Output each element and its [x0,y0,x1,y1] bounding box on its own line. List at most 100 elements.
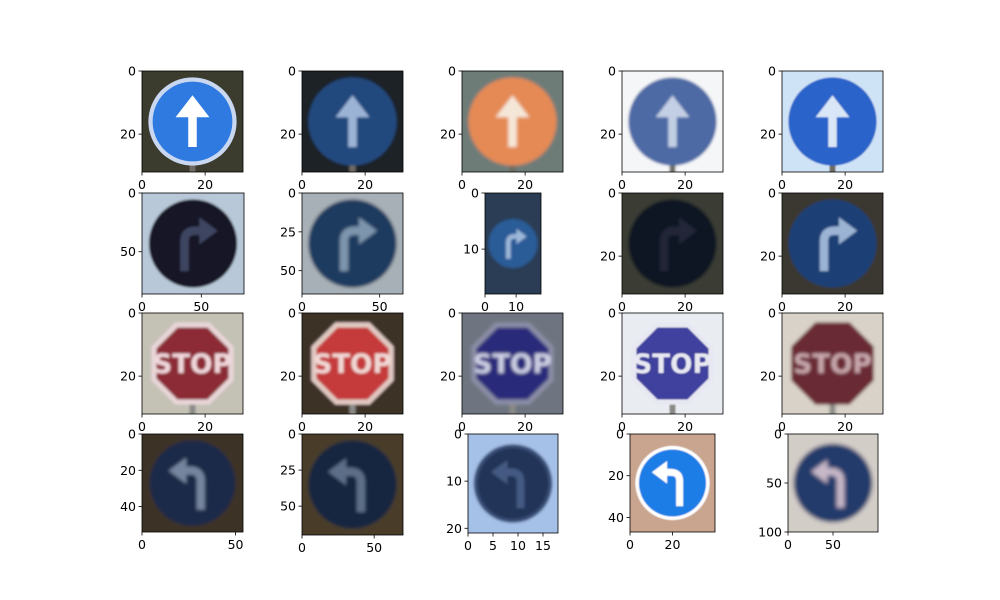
y-tick-label: 0 [768,186,776,201]
x-tick-label: 0 [138,419,146,434]
y-tick-label: 20 [760,249,776,264]
x-tick-label: 0 [626,537,634,552]
axes-frame [484,192,542,295]
arrow-head-icon [815,95,850,118]
sign-image [788,434,878,532]
panel-r0-c4: 0 20 0 20 [760,64,884,192]
panel-r2-c1: STOP 0 20 0 20 [280,306,404,434]
stop-sign-lettering: STOP [793,350,872,380]
stop-sign-octagon [636,327,709,400]
panel-r0-c2: 0 20 0 20 [440,64,564,192]
panel-r3-c4: 0 50 0 50 100 [758,427,879,552]
y-tick-label: 0 [608,186,616,201]
axes-frame [461,312,564,415]
arrow-head-icon [811,459,828,484]
x-tick-label: 50 [825,537,841,552]
x-tick-label: 50 [372,299,388,314]
y-tick-label: 20 [120,463,136,478]
panel-r1-c3: 0 20 0 20 [600,186,724,314]
sign-image [782,193,883,294]
x-tick-label: 50 [366,540,382,555]
sign-image [142,71,243,172]
axes-frame [141,433,244,533]
arrow-head-icon [491,460,508,485]
y-tick-label: 50 [280,263,296,278]
x-tick-label: 0 [458,419,466,434]
axes-frame [621,192,724,295]
y-tick-label: 50 [120,244,136,259]
sign-image [782,71,883,172]
x-tick-label: 20 [517,177,533,192]
panel-r3-c3: 0 20 0 20 40 [608,427,716,552]
x-tick-label: 20 [677,419,693,434]
y-tick-label: 20 [120,127,136,142]
x-tick-label: 50 [228,537,244,552]
stop-sign-octagon [476,327,549,400]
x-tick-label: 0 [481,299,489,314]
sign-image [468,434,558,533]
axes-frame [141,70,244,173]
y-tick-label: 0 [768,64,776,79]
sign-image [142,434,243,532]
arrow-head-icon [175,95,210,118]
x-tick-label: 10 [508,299,524,314]
sign-disc [797,447,869,519]
arrow-head-icon [651,460,668,484]
x-tick-label: 20 [665,537,681,552]
x-tick-label: 0 [138,537,146,552]
sign-disc [632,203,713,284]
y-tick-label: 0 [128,186,136,201]
y-tick-label: 25 [280,224,296,239]
axes-frame [621,312,724,415]
x-tick-label: 15 [535,538,551,553]
sign-image: STOP [462,313,563,414]
x-tick-label: 0 [618,299,626,314]
y-tick-label: 0 [288,306,296,321]
panel-r0-c3: 0 20 0 20 [600,64,724,192]
stop-sign-lettering: STOP [313,350,392,380]
y-tick-label: 0 [288,64,296,79]
x-tick-label: 0 [298,419,306,434]
panel-r2-c0: STOP 0 20 0 20 [120,306,244,434]
arrow-head-icon [678,217,698,245]
y-tick-label: 50 [766,476,782,491]
axes-frame [781,70,884,173]
sign-image [485,193,541,294]
x-tick-label: 20 [837,177,853,192]
arrow-head-icon [495,95,530,118]
stop-sign-octagon [316,327,389,400]
x-tick-label: 0 [618,419,626,434]
y-tick-label: 20 [446,521,462,536]
panel-r0-c0: 0 20 0 20 [120,64,244,192]
arrow-right-icon [505,234,518,259]
axes-frame [301,312,404,415]
x-tick-label: 0 [458,177,466,192]
y-tick-label: 0 [608,64,616,79]
x-tick-label: 0 [778,299,786,314]
y-tick-label: 0 [288,427,296,442]
sign-image [622,193,723,294]
y-tick-label: 0 [128,427,136,442]
sign-image [630,434,715,532]
sign-disc [312,444,393,525]
y-tick-label: 0 [128,64,136,79]
y-tick-label: 20 [600,127,616,142]
x-tick-label: 20 [517,419,533,434]
panel-r0-c1: 0 20 0 20 [280,64,404,192]
y-tick-label: 40 [608,510,624,525]
y-tick-label: 20 [600,369,616,384]
sign-image [302,434,403,535]
y-tick-label: 100 [758,525,782,540]
x-tick-label: 0 [778,419,786,434]
y-tick-label: 25 [280,463,296,478]
sign-image: STOP [622,313,723,414]
x-tick-label: 20 [837,299,853,314]
arrow-head-icon [335,95,370,118]
axes-frame [301,70,404,173]
arrow-right-icon [819,226,841,272]
stop-sign-octagon [796,327,869,400]
x-tick-label: 0 [618,177,626,192]
y-tick-label: 0 [454,427,462,442]
y-tick-label: 20 [600,249,616,264]
y-tick-label: 0 [616,427,624,442]
